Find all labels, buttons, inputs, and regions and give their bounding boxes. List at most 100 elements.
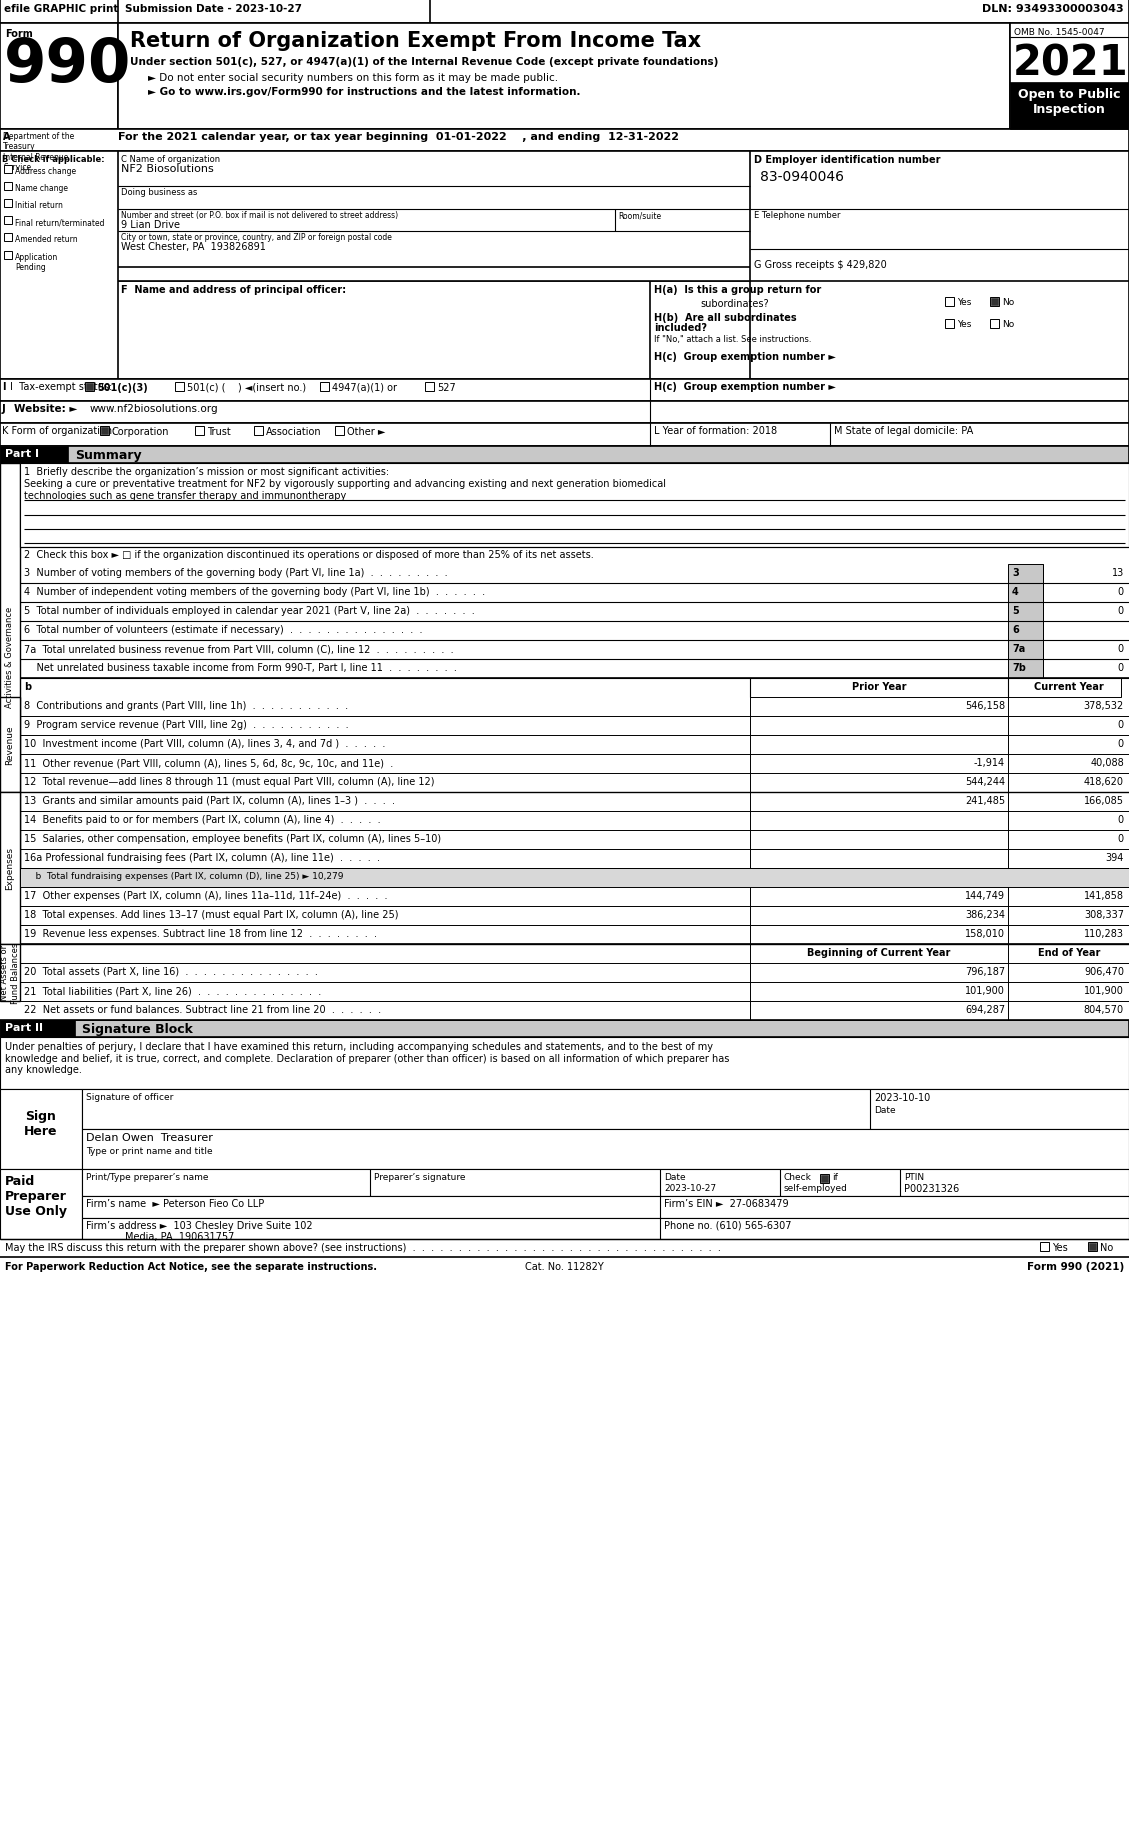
Text: 544,244: 544,244 <box>965 776 1005 787</box>
Bar <box>0 130 1129 152</box>
Text: Current Year: Current Year <box>1034 681 1104 692</box>
Text: 18  Total expenses. Add lines 13–17 (must equal Part IX, column (A), line 25): 18 Total expenses. Add lines 13–17 (must… <box>24 910 399 919</box>
Text: 0: 0 <box>1118 833 1124 844</box>
Text: Association: Association <box>266 426 322 437</box>
Text: Form 990 (2021): Form 990 (2021) <box>1026 1261 1124 1272</box>
Text: No: No <box>1003 320 1014 329</box>
Text: No: No <box>1003 298 1014 307</box>
Text: 13  Grants and similar amounts paid (Part IX, column (A), lines 1–3 )  .  .  .  : 13 Grants and similar amounts paid (Part… <box>24 796 395 805</box>
Bar <box>1008 659 1043 679</box>
Bar <box>5 167 12 174</box>
Text: 4  Number of independent voting members of the governing body (Part VI, line 1b): 4 Number of independent voting members o… <box>24 587 485 597</box>
Bar <box>20 869 1129 888</box>
Bar <box>1008 640 1043 659</box>
Text: Firm’s name  ► Peterson Fieo Co LLP: Firm’s name ► Peterson Fieo Co LLP <box>86 1199 264 1208</box>
Bar <box>82 1169 1129 1197</box>
Text: Room/suite: Room/suite <box>618 210 662 220</box>
Bar <box>82 1219 1129 1239</box>
Bar <box>1088 1243 1097 1252</box>
Text: 16a Professional fundraising fees (Part IX, column (A), line 11e)  .  .  .  .  .: 16a Professional fundraising fees (Part … <box>24 853 380 862</box>
Text: 6: 6 <box>1012 624 1018 635</box>
Bar <box>1008 602 1043 622</box>
Text: 0: 0 <box>1118 739 1124 748</box>
Bar <box>1008 622 1043 640</box>
Text: 20  Total assets (Part X, line 16)  .  .  .  .  .  .  .  .  .  .  .  .  .  .  .: 20 Total assets (Part X, line 16) . . . … <box>24 966 318 977</box>
Text: -1,914: -1,914 <box>974 758 1005 767</box>
Text: 394: 394 <box>1105 853 1124 862</box>
Text: Number and street (or P.O. box if mail is not delivered to street address): Number and street (or P.O. box if mail i… <box>121 210 399 220</box>
Text: 501(c) (    ) ◄(insert no.): 501(c) ( ) ◄(insert no.) <box>187 382 306 393</box>
Text: included?: included? <box>654 322 707 333</box>
Text: 21  Total liabilities (Part X, line 26)  .  .  .  .  .  .  .  .  .  .  .  .  .  : 21 Total liabilities (Part X, line 26) .… <box>24 986 322 996</box>
Text: B Check if applicable:: B Check if applicable: <box>2 156 105 165</box>
Text: subordinates?: subordinates? <box>700 298 769 309</box>
Text: DLN: 93493300003043: DLN: 93493300003043 <box>982 4 1124 15</box>
Text: 7a: 7a <box>1012 644 1025 653</box>
Text: NF2 Biosolutions: NF2 Biosolutions <box>121 165 213 174</box>
Text: Date: Date <box>664 1173 685 1182</box>
Text: 101,900: 101,900 <box>965 986 1005 996</box>
Text: 14  Benefits paid to or for members (Part IX, column (A), line 4)  .  .  .  .  .: 14 Benefits paid to or for members (Part… <box>24 814 380 825</box>
Bar <box>945 298 954 307</box>
Text: Check: Check <box>784 1173 812 1182</box>
Text: Sign
Here: Sign Here <box>24 1109 58 1138</box>
Text: J: J <box>2 404 6 414</box>
Bar <box>0 24 119 130</box>
Text: 527: 527 <box>437 382 456 393</box>
Text: 8  Contributions and grants (Part VIII, line 1h)  .  .  .  .  .  .  .  .  .  .  : 8 Contributions and grants (Part VIII, l… <box>24 701 348 710</box>
Text: 0: 0 <box>1118 644 1124 653</box>
Bar <box>945 320 954 329</box>
Text: Phone no. (610) 565-6307: Phone no. (610) 565-6307 <box>664 1221 791 1230</box>
Text: K Form of organization:: K Form of organization: <box>2 426 115 436</box>
Text: 990: 990 <box>5 37 131 95</box>
Text: Corporation: Corporation <box>112 426 169 437</box>
Text: Part I: Part I <box>5 448 40 459</box>
Text: West Chester, PA  193826891: West Chester, PA 193826891 <box>121 242 265 253</box>
Text: Yes: Yes <box>1052 1243 1068 1252</box>
Text: 9 Lian Drive: 9 Lian Drive <box>121 220 180 231</box>
Text: Other ►: Other ► <box>347 426 385 437</box>
Text: b: b <box>24 681 32 692</box>
Text: Paid
Preparer
Use Only: Paid Preparer Use Only <box>5 1175 67 1217</box>
Bar <box>1010 82 1129 130</box>
Text: 906,470: 906,470 <box>1084 966 1124 977</box>
Text: 2021: 2021 <box>1013 42 1129 84</box>
Text: 0: 0 <box>1118 587 1124 597</box>
Bar <box>335 426 344 436</box>
Bar <box>0 425 1129 447</box>
Text: Initial return: Initial return <box>15 201 63 210</box>
Text: 15  Salaries, other compensation, employee benefits (Part IX, column (A), lines : 15 Salaries, other compensation, employe… <box>24 833 441 844</box>
Bar <box>5 218 12 225</box>
Text: H(c)  Group exemption number ►: H(c) Group exemption number ► <box>654 382 835 392</box>
Text: ► Do not enter social security numbers on this form as it may be made public.: ► Do not enter social security numbers o… <box>148 73 558 82</box>
Text: 0: 0 <box>1118 662 1124 673</box>
Bar <box>1040 1243 1049 1252</box>
Text: efile GRAPHIC print: efile GRAPHIC print <box>5 4 119 15</box>
Text: 0: 0 <box>1118 719 1124 730</box>
Bar <box>119 24 1010 130</box>
Text: 110,283: 110,283 <box>1084 928 1124 939</box>
Bar <box>5 234 12 242</box>
Text: I: I <box>2 382 6 392</box>
Bar <box>0 381 1129 403</box>
Text: 166,085: 166,085 <box>1084 796 1124 805</box>
Text: 13: 13 <box>1112 567 1124 578</box>
Text: Website: ►: Website: ► <box>14 404 78 414</box>
Text: Type or print name and title: Type or print name and title <box>86 1146 212 1155</box>
Text: 2023-10-27: 2023-10-27 <box>664 1184 716 1193</box>
Text: Activities & Governance: Activities & Governance <box>6 606 15 706</box>
Text: 378,532: 378,532 <box>1084 701 1124 710</box>
Text: Open to Public
Inspection: Open to Public Inspection <box>1017 88 1120 115</box>
Text: 83-0940046: 83-0940046 <box>760 170 844 183</box>
Text: 501(c)(3): 501(c)(3) <box>97 382 148 393</box>
Text: PTIN: PTIN <box>904 1173 925 1182</box>
Bar <box>0 1021 75 1038</box>
Text: 804,570: 804,570 <box>1084 1005 1124 1014</box>
Text: Date: Date <box>874 1105 895 1114</box>
Text: Revenue: Revenue <box>6 725 15 765</box>
Text: Signature of officer: Signature of officer <box>86 1093 174 1102</box>
Text: Name change: Name change <box>15 183 68 192</box>
Bar <box>0 447 1129 463</box>
Text: E Telephone number: E Telephone number <box>754 210 840 220</box>
Text: Summary: Summary <box>75 448 141 461</box>
